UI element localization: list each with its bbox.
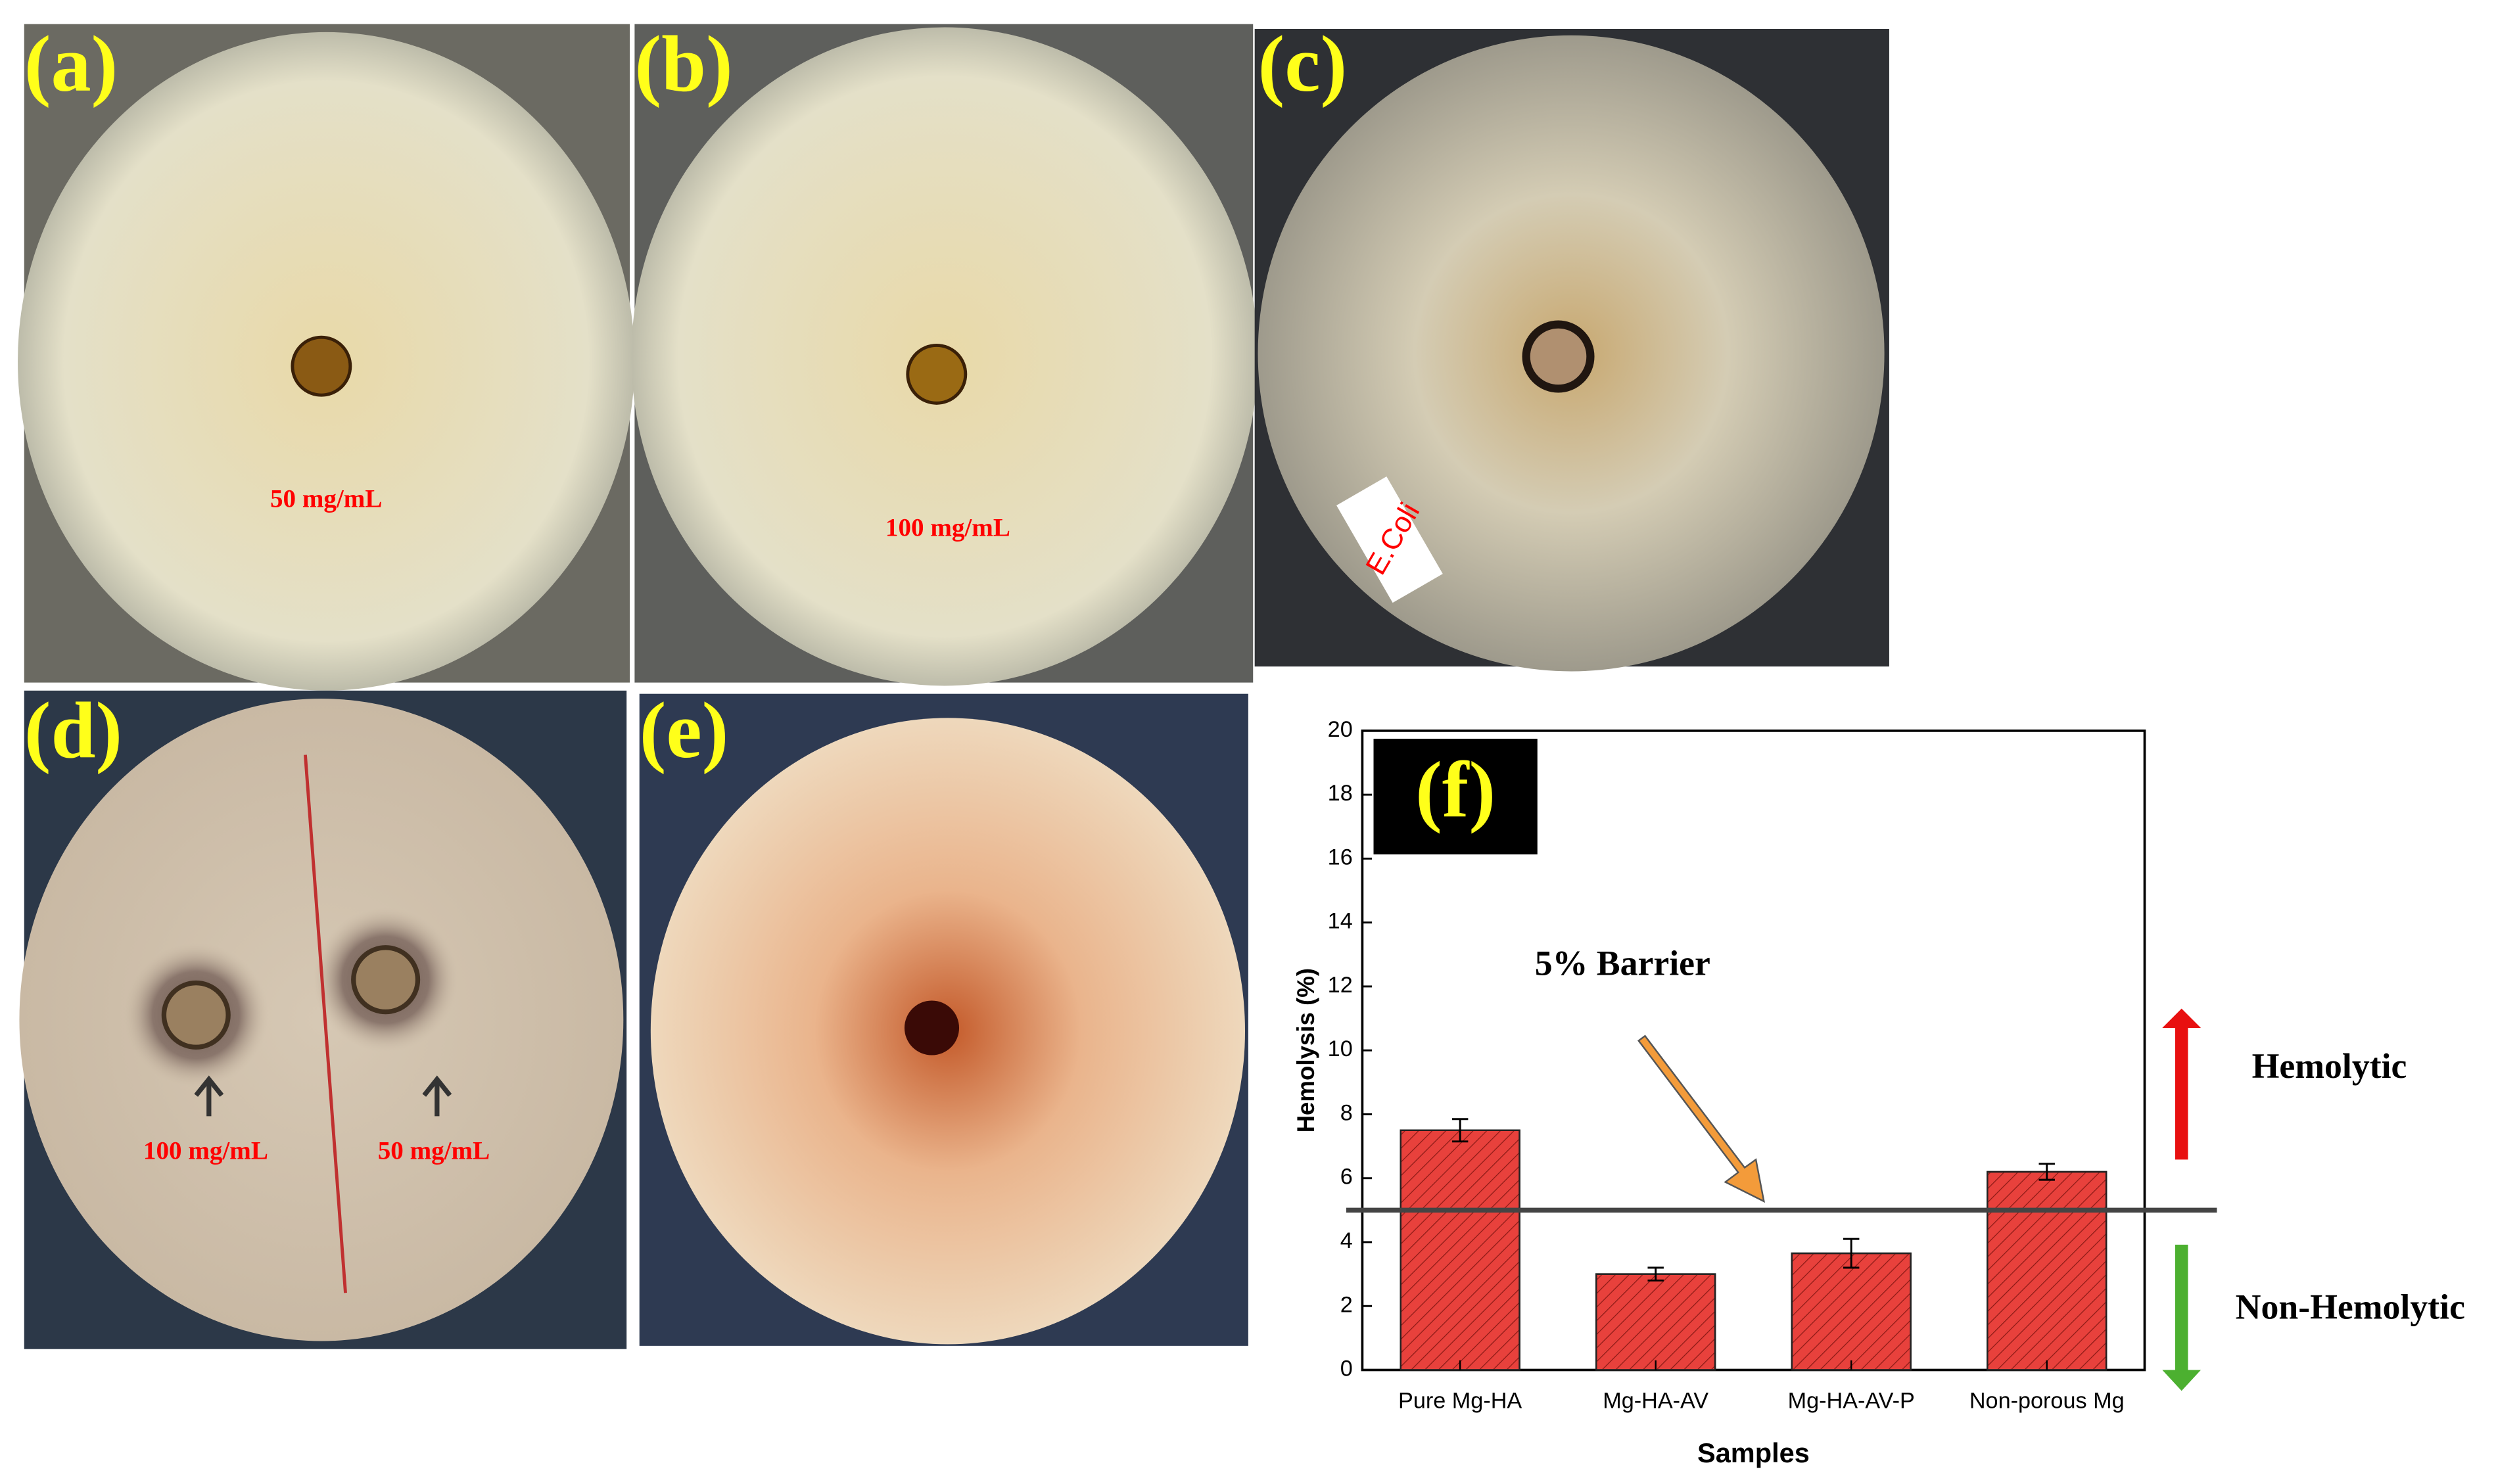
panel-label: (a) [24,20,118,108]
panel-label: (c) [1258,20,1348,108]
down-arrow [2162,1244,2201,1391]
y-tick-label: 6 [1340,1165,1353,1190]
error-bar [1843,1238,1860,1269]
y-tick-label: 18 [1328,781,1353,806]
error-bar [1647,1266,1664,1282]
x-axis-label: Samples [1697,1437,1810,1468]
annotation-arrow [1637,1034,1765,1203]
y-tick-label: 14 [1328,909,1353,934]
region-label: Hemolytic [2252,1046,2407,1086]
well-c [1522,320,1595,393]
well-d2 [351,945,421,1015]
error-bar [1451,1118,1469,1143]
bar-chart: 0 2 4 6 8 10 12 14 16 18 20 Hemolysis (%) Samples Pur… [1292,717,2465,1468]
sticker-c [1336,476,1443,603]
y-tick-label: 2 [1340,1292,1353,1317]
threshold-annotation: 5% Barrier [1535,943,1710,983]
panel-labels: (a)50 mg/mL(b)100 mg/mL(c)E.Coli(d)100 m… [24,20,1426,1165]
error-bar [2038,1163,2055,1181]
region-label: Non-Hemolytic [2236,1287,2465,1326]
photo-annotation: 100 mg/mL [885,513,1010,542]
y-tick-label: 8 [1340,1100,1353,1125]
photo-annotation: 100 mg/mL [143,1137,268,1165]
y-tick-label: 4 [1340,1228,1353,1253]
bar-hatch [1400,1129,1520,1371]
y-tick-label: 12 [1328,973,1353,998]
panel-label: (e) [640,686,729,775]
well-b [906,343,968,405]
x-tick-label: Mg-HA-AV [1603,1388,1708,1413]
y-tick-label: 16 [1328,845,1353,870]
bar-hatch [1791,1252,1912,1371]
dish-d [19,699,624,1341]
x-tick-label: Mg-HA-AV-P [1788,1388,1915,1413]
well-e [904,1000,960,1055]
y-axis-label: Hemolysis (%) [1292,968,1319,1132]
photo-annotation: 50 mg/mL [378,1137,490,1165]
plot-frame [1361,730,2146,1372]
panel-label-box [1373,739,1538,855]
well-a [291,335,352,397]
photos [18,24,1889,1349]
well-d1 [161,980,231,1050]
bar-hatch [1987,1171,2107,1371]
panel-label: (b) [634,20,732,108]
up-arrow [2162,1008,2201,1160]
photo-annotation: 50 mg/mL [270,484,382,513]
x-tick-label: Non-porous Mg [1969,1388,2125,1413]
y-tick-label: 10 [1328,1036,1353,1061]
pointer-arrows [194,1075,452,1117]
panel-label: (d) [24,686,122,775]
bar-hatch [1595,1273,1716,1371]
panel-label: (f) [1415,746,1495,835]
x-tick-label: Pure Mg-HA [1398,1388,1522,1413]
y-tick-label: 20 [1328,717,1353,742]
y-tick-label: 0 [1340,1356,1353,1381]
divider-line [303,754,347,1293]
